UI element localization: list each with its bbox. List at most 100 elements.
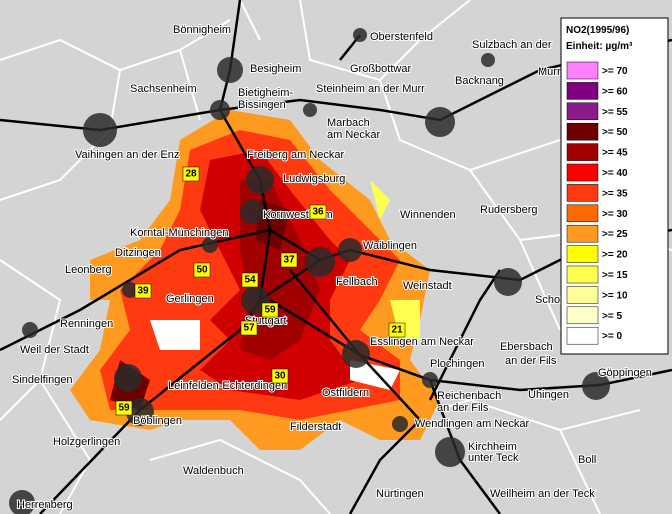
place-label: Kirchheim [468,441,517,453]
place-label: Oberstenfeld [370,31,433,43]
measurement-value: 30 [274,371,286,382]
place-label: Korntal-Münchingen [130,227,228,239]
legend-label: >= 35 [602,188,628,199]
legend-label: >= 60 [602,86,628,97]
place-label: Ditzingen [115,247,161,259]
legend-label: >= 55 [602,107,628,118]
legend-swatch [566,122,599,141]
measurement-value: 28 [185,169,197,180]
place-label: Sindelfingen [12,374,73,386]
place-label: Murr [538,66,561,78]
place-label: Bissingen [238,99,286,111]
legend-swatch [566,306,599,325]
legend-label: >= 15 [602,270,628,281]
measurement-box [241,272,259,288]
place-label: Weilheim an der Teck [490,488,595,500]
place-label: unter Teck [468,452,519,464]
legend-label: >= 45 [602,148,628,159]
place-label: Ostfildern [322,387,369,399]
measurement-value: 59 [118,403,130,414]
place-label: an der Fils [505,355,557,367]
place-label: Bietigheim- [238,87,293,99]
place-label: Nürtingen [376,488,424,500]
place-label: Holzgerlingen [53,436,120,448]
legend-swatch [566,184,599,202]
place-label: an der Fils [437,402,489,414]
place-label: Göppingen [598,367,652,379]
legend-swatch [566,102,599,121]
place-label: Reichenbach [437,390,501,402]
place-label: Herrenberg [17,499,73,511]
legend-label: >= 70 [602,66,628,77]
place-label: Weinstadt [403,280,452,292]
measurement-box [271,368,289,384]
place-label: Leinfelden-Echterdingen [168,380,287,392]
legend-unit: Einheit: µg/m³ [566,41,633,52]
place-label: Steinheim an der Murr [316,83,425,95]
place-label: Plochingen [430,358,484,370]
place-label: Filderstadt [290,421,341,433]
place-label: Marbach [327,117,370,129]
measurement-box [309,204,327,220]
legend-swatch [566,265,599,284]
measurement-box [261,302,279,318]
legend-label: >= 20 [602,250,628,261]
place-label: Ludwigsburg [283,173,345,185]
measurement-value: 54 [244,275,256,286]
measurement-value: 59 [264,305,276,316]
legend-swatch [566,61,599,80]
measurement-box [388,322,406,338]
place-label: Ebersbach [500,341,553,353]
place-label: Esslingen am Neckar [370,336,474,348]
place-label: Waiblingen [363,240,417,252]
measurement-box [182,166,200,182]
place-label: Renningen [60,318,113,330]
measurement-value: 37 [283,255,295,266]
place-label: Sachsenheim [130,83,197,95]
measurement-value: 39 [137,286,149,297]
legend-swatch [566,326,599,345]
legend-swatch [566,224,599,243]
place-label: Großbottwar [350,63,411,75]
measurement-box [193,262,211,278]
place-label: Besigheim [250,63,301,75]
measurement-value: 21 [391,325,403,336]
place-label: am Neckar [327,129,381,141]
place-label: Uhingen [528,389,569,401]
legend-swatch [566,204,599,223]
place-label: Waldenbuch [183,465,244,477]
place-label: Backnang [455,75,504,87]
place-label: Sulzbach an der [472,39,552,51]
place-label: Weil der Stadt [20,344,89,356]
place-label: Freiberg am Neckar [247,149,345,161]
legend-swatch [566,163,599,182]
place-label: Rudersberg [480,204,537,216]
legend-swatch [566,143,599,161]
measurement-box [280,252,298,268]
place-label: Boll [578,454,596,466]
legend-swatch [566,286,599,304]
place-label: Vaihingen an der Enz [75,149,179,161]
measurement-box [115,400,133,416]
legend-swatch [566,245,599,263]
measurement-value: 57 [243,323,255,334]
measurement-box [240,320,258,336]
legend-label: >= 50 [602,127,628,138]
legend-label: >= 0 [602,331,622,342]
measurement-value: 36 [312,207,324,218]
place-label: Fellbach [336,276,378,288]
measurement-box [134,283,152,299]
legend-swatch [566,82,599,100]
place-label: Gerlingen [166,293,214,305]
labels: Bönnigheim Oberstenfeld Sulzbach an der Mur… [11,23,653,512]
legend-title: NO2(1995/96) [566,25,629,36]
place-label: Leonberg [65,264,112,276]
legend-label: >= 10 [602,290,628,301]
legend-label: >= 5 [602,311,622,322]
measurement-value: 50 [196,265,208,276]
legend-label: >= 40 [602,168,628,179]
place-label: Winnenden [400,209,456,221]
